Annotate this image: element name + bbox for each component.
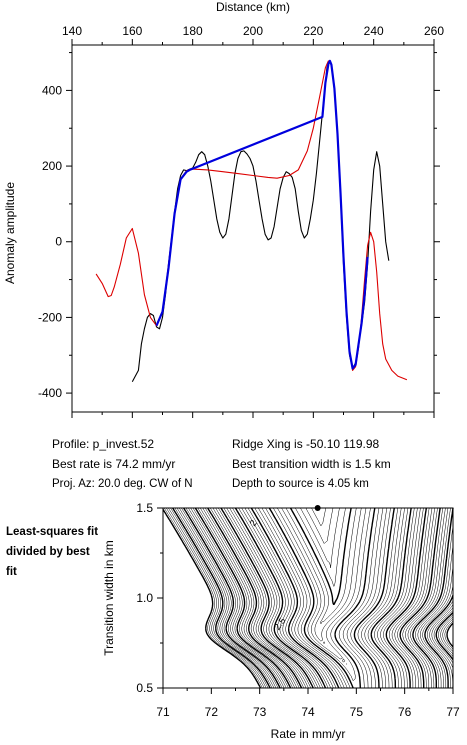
ridge-xing-text: Ridge Xing is -50.10 119.98	[232, 437, 380, 451]
contour-lines: 22.5	[162, 507, 454, 689]
contour-y-tick-label: 0.5	[136, 681, 153, 695]
contour-x-tick-label: 76	[398, 705, 412, 719]
series-group	[95, 59, 408, 382]
contour-y-label: Transition width in km	[102, 540, 116, 656]
contour-line	[170, 507, 454, 689]
x-axis-label: Distance (km)	[216, 0, 290, 14]
contour-line	[204, 507, 444, 689]
contour-line	[244, 507, 402, 689]
contour-line	[199, 507, 449, 689]
x-tick-label: 260	[424, 24, 444, 38]
contour-line	[181, 507, 454, 689]
contour-y-tick-label: 1.0	[136, 591, 153, 605]
contour-line	[194, 507, 454, 689]
contour-x-tick-label: 75	[350, 705, 364, 719]
x-tick-label: 240	[364, 24, 384, 38]
contour-line	[238, 507, 409, 689]
contour-line	[300, 507, 340, 568]
contour-line	[254, 507, 391, 689]
profile-text: Profile: p_invest.52	[52, 437, 155, 451]
contour-line	[295, 507, 346, 587]
contour-line	[210, 507, 438, 689]
contour-line	[226, 507, 421, 689]
contour-line	[202, 507, 446, 689]
contour-line	[268, 507, 376, 689]
y-tick-label: -200	[38, 310, 62, 324]
best-width-text: Best transition width is 1.5 km	[232, 457, 391, 471]
contour-line	[277, 507, 367, 665]
x-tick-label: 220	[303, 24, 323, 38]
contour-line	[162, 508, 454, 689]
contour-line	[166, 507, 454, 689]
contour-line	[215, 507, 433, 689]
series-line-2	[155, 59, 369, 370]
y-tick-labels: -400 -200 0 200 400	[38, 52, 440, 400]
contour-x-tick-label: 73	[253, 705, 267, 719]
plot-frame	[71, 44, 435, 413]
contour-chart: 22.5 71 72 73 74 75 76 77 0.5 1.0 1.5 Rate in mm/…	[102, 501, 460, 741]
contour-level-label: 2	[248, 518, 259, 528]
contour-line	[223, 507, 424, 689]
contour-x-tick-label: 71	[156, 705, 170, 719]
contour-line	[197, 507, 451, 689]
contour-line	[190, 507, 454, 689]
contour-line	[176, 507, 454, 689]
contour-x-tick-label: 74	[301, 705, 315, 719]
x-tick-label: 200	[243, 24, 263, 38]
y-tick-label: 0	[55, 235, 62, 249]
series-line-0	[131, 60, 390, 382]
y-axis-label: Anomaly amplitude	[3, 182, 17, 284]
profile-chart: Distance (km) 140 160 180 200 220 240 260 Anom…	[3, 0, 444, 418]
y-tick-label: 200	[42, 159, 62, 173]
contour-line	[234, 507, 412, 689]
contour-line	[229, 507, 418, 689]
contour-line	[185, 507, 454, 689]
x-tick-label: 180	[183, 24, 203, 38]
contour-line	[168, 507, 454, 689]
contour-y-tick-label: 1.5	[136, 501, 153, 515]
contour-frame	[162, 507, 454, 689]
contour-line	[265, 507, 380, 689]
x-tick-label: 160	[122, 24, 142, 38]
contour-title: Least-squares fit divided by best fit	[6, 526, 99, 578]
contour-line	[218, 507, 430, 689]
contour-x-tick-label: 77	[446, 705, 460, 719]
contour-line	[311, 507, 327, 527]
contour-line	[250, 507, 395, 689]
contour-line	[163, 507, 454, 689]
contour-x-tick-label: 72	[205, 705, 219, 719]
contour-line	[220, 507, 427, 689]
contour-line	[183, 507, 454, 689]
contour-line	[178, 507, 454, 689]
contour-line	[258, 507, 388, 689]
contour-line	[172, 507, 454, 689]
contour-line	[188, 507, 454, 689]
contour-line	[212, 507, 436, 689]
x-tick-label: 140	[62, 24, 82, 38]
contour-line	[232, 507, 415, 689]
best-fit-marker	[314, 505, 321, 511]
contour-line	[261, 507, 384, 689]
proj-az-text: Proj. Az: 20.0 deg. CW of N	[52, 478, 193, 490]
contour-x-label: Rate in mm/yr	[271, 727, 346, 741]
depth-text: Depth to source is 4.05 km	[232, 478, 369, 490]
contour-line	[289, 507, 352, 606]
contour-line	[273, 507, 371, 681]
y-tick-label: -400	[38, 386, 62, 400]
contour-line	[305, 507, 334, 544]
x-tick-labels: 140 160 180 200 220 240 260	[62, 24, 444, 418]
contour-line	[285, 507, 357, 625]
contour-ticks: 71 72 73 74 75 76 77 0.5 1.0 1.5	[136, 501, 460, 719]
series-line-1	[95, 60, 408, 381]
contour-line	[241, 507, 405, 689]
contour-line	[192, 507, 454, 689]
contour-line	[174, 507, 454, 689]
y-tick-label: 400	[42, 83, 62, 97]
contour-line	[281, 507, 362, 647]
best-rate-text: Best rate is 74.2 mm/yr	[52, 457, 176, 471]
contour-line	[247, 507, 399, 689]
contour-line	[207, 507, 441, 689]
